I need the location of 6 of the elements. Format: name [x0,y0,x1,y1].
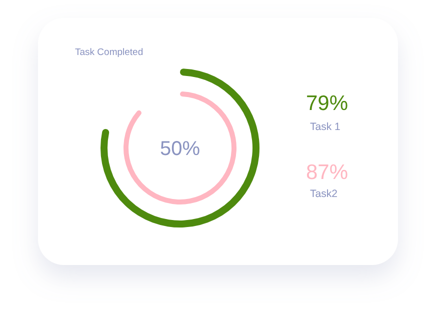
category-label: Task2 [310,188,338,200]
text: Task Completed [75,47,144,58]
data-label: 79% [306,92,348,115]
category-label: Task 1 [310,121,341,133]
text: 50% [160,138,200,160]
data-label: 87% [306,161,348,184]
